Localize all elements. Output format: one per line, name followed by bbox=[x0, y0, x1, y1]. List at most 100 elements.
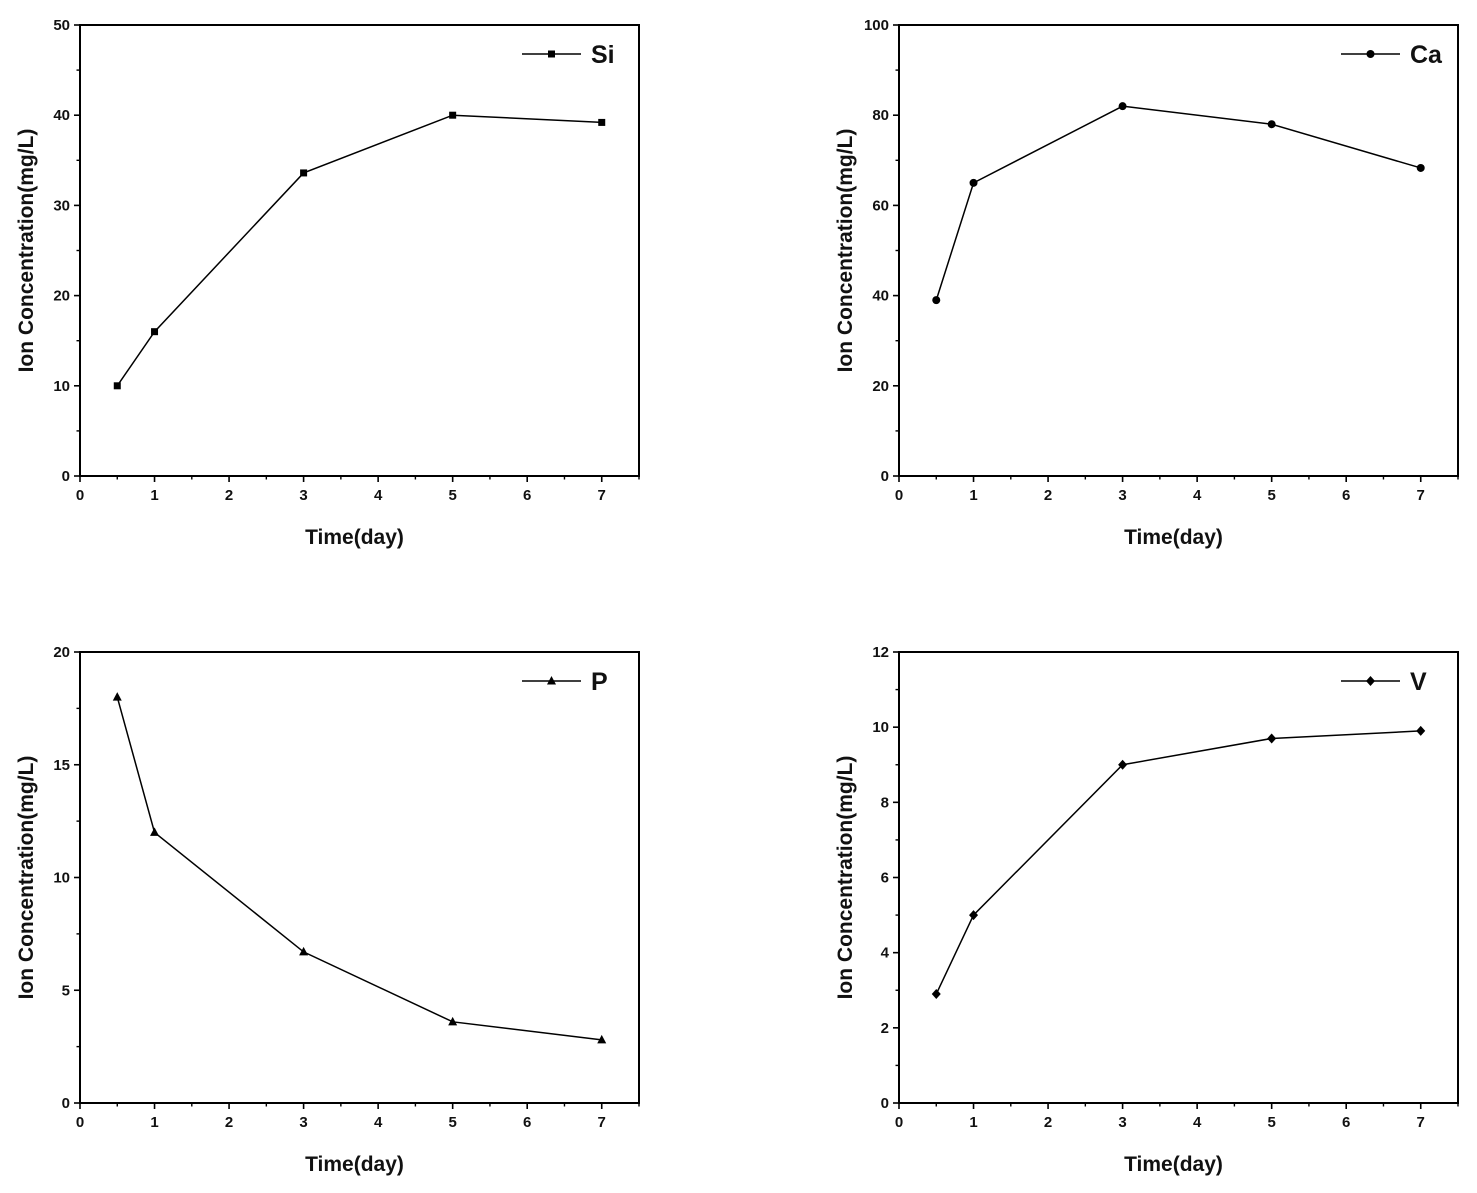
x-axis-title: Time(day) bbox=[305, 526, 404, 549]
legend-label: Si bbox=[591, 41, 615, 69]
y-tick-label: 80 bbox=[872, 107, 889, 124]
chart-ca: 0 1 2 3 4 5 6 7 0 20 40 60 80 100 Time(day) Ion Concent… bbox=[834, 17, 1459, 549]
x-tick-label: 7 bbox=[598, 1114, 606, 1131]
x-axis-title: Time(day) bbox=[1124, 526, 1223, 549]
x-tick-label: 0 bbox=[76, 487, 84, 504]
x-tick-label: 2 bbox=[1044, 487, 1052, 504]
x-tick-label: 5 bbox=[448, 487, 456, 504]
y-tick-label: 100 bbox=[864, 17, 889, 34]
y-tick-label: 6 bbox=[881, 870, 889, 887]
y-tick-label: 0 bbox=[62, 1095, 70, 1112]
y-tick-label: 0 bbox=[881, 1095, 889, 1112]
legend-marker bbox=[548, 50, 555, 58]
y-tick-label: 10 bbox=[872, 719, 889, 736]
x-tick-label: 2 bbox=[1044, 1114, 1052, 1131]
y-axis-title: Ion Concentration(mg/L) bbox=[834, 129, 857, 373]
series-line-p bbox=[116, 696, 602, 1041]
series-line-si bbox=[116, 114, 602, 387]
chart-p: 0 1 2 3 4 5 6 7 0 5 10 15 20 Time(day) Ion Concentrati… bbox=[15, 644, 640, 1176]
x-tick-label: 2 bbox=[225, 487, 233, 504]
x-tick-label: 6 bbox=[1342, 1114, 1350, 1131]
y-tick-label: 40 bbox=[53, 107, 70, 124]
data-point-si bbox=[300, 169, 308, 177]
x-tick-label: 2 bbox=[225, 1114, 233, 1131]
data-point-p bbox=[150, 827, 160, 836]
data-point-si bbox=[598, 118, 606, 126]
x-tick-label: 5 bbox=[448, 1114, 456, 1131]
data-point-p bbox=[112, 692, 122, 701]
legend-marker bbox=[1366, 676, 1375, 686]
data-point-si bbox=[113, 382, 121, 390]
x-tick-label: 5 bbox=[1267, 1114, 1275, 1131]
y-tick-label: 15 bbox=[53, 757, 70, 774]
y-tick-label: 12 bbox=[872, 644, 889, 661]
legend-marker bbox=[1366, 50, 1375, 58]
y-tick-label: 8 bbox=[881, 794, 889, 811]
y-tick-label: 60 bbox=[872, 197, 889, 214]
plot-frame bbox=[898, 24, 1459, 477]
legend-label: P bbox=[591, 668, 608, 696]
y-tick-label: 50 bbox=[53, 17, 70, 34]
data-point-p bbox=[299, 946, 309, 956]
plot-frame bbox=[79, 651, 640, 1104]
x-tick-label: 1 bbox=[150, 487, 158, 504]
y-tick-label: 20 bbox=[53, 644, 70, 661]
data-point-ca bbox=[1416, 163, 1425, 172]
x-tick-label: 1 bbox=[969, 487, 977, 504]
data-point-ca bbox=[1267, 120, 1276, 129]
y-tick-label: 10 bbox=[53, 378, 70, 395]
y-tick-label: 10 bbox=[53, 870, 70, 887]
y-tick-label: 30 bbox=[53, 197, 70, 214]
data-point-si bbox=[449, 111, 457, 119]
data-point-v bbox=[931, 989, 941, 1000]
x-tick-label: 7 bbox=[1417, 487, 1425, 504]
x-tick-label: 4 bbox=[374, 487, 383, 504]
data-point-v bbox=[1267, 733, 1277, 744]
x-tick-label: 4 bbox=[1193, 487, 1202, 504]
x-tick-label: 4 bbox=[1193, 1114, 1202, 1131]
x-tick-label: 1 bbox=[150, 1114, 158, 1131]
data-point-v bbox=[969, 910, 979, 921]
x-tick-label: 3 bbox=[299, 1114, 307, 1131]
data-point-ca bbox=[932, 296, 941, 305]
y-tick-label: 4 bbox=[881, 945, 890, 962]
x-tick-label: 7 bbox=[1417, 1114, 1425, 1131]
x-tick-label: 7 bbox=[598, 487, 606, 504]
x-tick-label: 0 bbox=[895, 487, 903, 504]
legend-marker bbox=[547, 676, 556, 685]
y-tick-label: 5 bbox=[62, 982, 70, 999]
y-tick-label: 0 bbox=[881, 468, 889, 485]
series-line-ca bbox=[935, 105, 1421, 301]
data-point-v bbox=[1416, 725, 1426, 736]
data-point-p bbox=[448, 1016, 458, 1026]
y-tick-label: 20 bbox=[872, 378, 889, 395]
x-tick-label: 6 bbox=[523, 487, 531, 504]
y-tick-label: 2 bbox=[881, 1020, 889, 1037]
x-tick-label: 6 bbox=[1342, 487, 1350, 504]
x-tick-label: 6 bbox=[523, 1114, 531, 1131]
legend-label: V bbox=[1410, 668, 1427, 696]
x-tick-label: 5 bbox=[1267, 487, 1275, 504]
legend-label: Ca bbox=[1410, 41, 1443, 69]
data-point-ca bbox=[1118, 102, 1127, 111]
x-axis-title: Time(day) bbox=[305, 1153, 404, 1176]
y-axis-title: Ion Concentration(mg/L) bbox=[15, 129, 38, 373]
plot-frame bbox=[898, 651, 1459, 1104]
y-axis-title: Ion Concentration(mg/L) bbox=[834, 756, 857, 1000]
y-tick-label: 40 bbox=[872, 288, 889, 305]
x-tick-label: 3 bbox=[1118, 487, 1126, 504]
x-tick-label: 0 bbox=[895, 1114, 903, 1131]
y-tick-label: 0 bbox=[62, 468, 70, 485]
x-tick-label: 3 bbox=[1118, 1114, 1126, 1131]
x-tick-label: 4 bbox=[374, 1114, 383, 1131]
plot-frame bbox=[79, 24, 640, 477]
chart-si: 0 1 2 3 4 5 6 7 0 10 20 30 40 50 Time(day) Ion Concentr… bbox=[15, 17, 640, 549]
x-tick-label: 1 bbox=[969, 1114, 977, 1131]
x-tick-label: 3 bbox=[299, 487, 307, 504]
data-point-si bbox=[151, 328, 159, 336]
series-line-v bbox=[935, 730, 1421, 995]
x-axis-title: Time(day) bbox=[1124, 1153, 1223, 1176]
x-tick-label: 0 bbox=[76, 1114, 84, 1131]
